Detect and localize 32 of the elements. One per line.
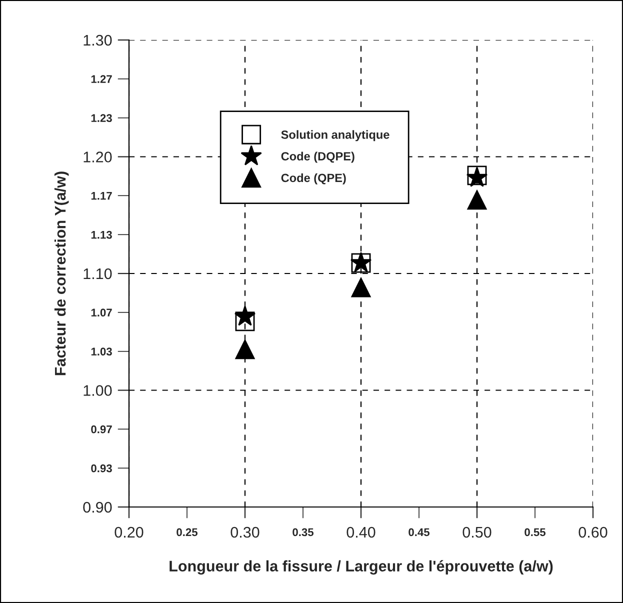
x-tick-label: 0.55 — [524, 528, 546, 536]
x-tick-label: 0.35 — [292, 528, 314, 536]
point — [467, 190, 487, 210]
y-tick-label: 0.90 — [83, 502, 112, 513]
y-tick-label: 1.20 — [84, 152, 112, 162]
y-axis-title: Facteur de correction Y(a/w) — [54, 172, 69, 376]
point — [351, 278, 371, 298]
x-tick-label: 0.30 — [230, 526, 260, 538]
x-tick-label: 0.25 — [176, 528, 198, 536]
point — [235, 312, 255, 332]
y-tick-label: 1.13 — [91, 230, 112, 239]
y-tick-label: 0.93 — [91, 464, 112, 472]
x-tick-label: 0.45 — [408, 528, 430, 536]
point — [234, 306, 256, 326]
y-tick-label: 1.30 — [84, 34, 112, 46]
y-tick-label: 1.00 — [84, 385, 112, 396]
legend-label: Code (DQPE) — [281, 152, 354, 163]
y-tick-label: 1.27 — [91, 75, 112, 83]
x-tick-label: 0.40 — [346, 526, 376, 538]
y-tick-label: 1.07 — [91, 308, 112, 317]
legend-label: Solution analytique — [281, 130, 390, 142]
x-tick-label: 0.20 — [114, 526, 144, 538]
y-tick-label: 1.10 — [84, 268, 112, 280]
y-tick-label: 0.97 — [91, 425, 112, 434]
point — [235, 340, 255, 360]
x-tick-label: 0.50 — [462, 526, 492, 538]
y-tick-label: 1.03 — [91, 348, 112, 356]
x-tick-label: 0.60 — [578, 526, 608, 538]
x-axis-title: Longueur de la fissure / Largeur de l'éprouvette (a/w) — [170, 560, 553, 575]
y-tick-label: 1.23 — [91, 114, 112, 122]
y-tick-label: 1.17 — [91, 192, 112, 200]
legend-label: Code (QPE) — [281, 173, 346, 184]
